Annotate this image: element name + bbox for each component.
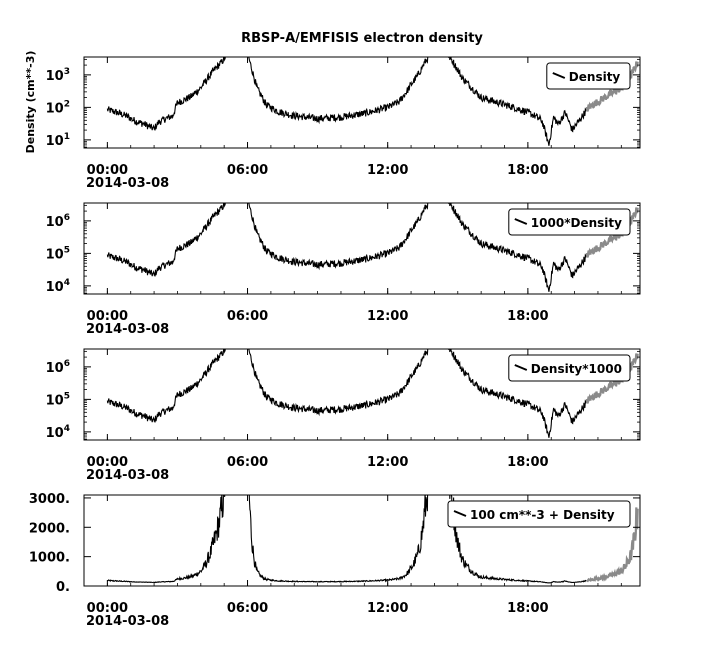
y-tick-label: 103 [46,67,70,84]
y-tick-label: 2000. [29,521,70,536]
x-date-label: 2014-03-08 [86,468,169,483]
y-tick-label: 0. [56,580,70,595]
y-tick-label: 106 [46,213,70,230]
legend-box [508,208,631,236]
x-tick-label: 06:00 [227,601,268,616]
legend: Density [546,62,631,90]
legend-label: Density*1000 [531,362,622,376]
panel-3: 00:00 06:00 12:00 18:00 2014-03-08 104 105 106 D… [46,348,641,483]
x-date-label: 2014-03-08 [86,322,169,337]
y-tick-exponent: 6 [64,359,70,369]
x-tick-label: 12:00 [367,309,408,324]
legend-box [447,500,631,528]
x-tick-label: 00:00 [87,163,128,178]
y-tick-label: 102 [46,99,70,116]
y-tick-exponent: 1 [64,132,70,142]
x-date-label: 2014-03-08 [86,614,169,629]
y-tick-exponent: 3 [64,67,70,77]
x-tick-label: 00:00 [87,309,128,324]
y-tick-label: 105 [46,245,70,262]
x-date-label: 2014-03-08 [86,176,169,191]
y-tick-exponent: 6 [64,213,70,223]
x-tick-label: 06:00 [227,163,268,178]
y-tick-exponent: 5 [64,245,70,255]
x-tick-label: 18:00 [507,455,548,470]
y-tick-label: 104 [46,424,70,441]
series-line [106,203,587,292]
y-tick-exponent: 5 [64,391,70,401]
x-tick-label: 18:00 [507,163,548,178]
x-tick-label: 18:00 [507,309,548,324]
plot-frame [83,56,641,149]
panels-group: 00:00 06:00 12:00 18:00 2014-03-08 101 102 103 D… [29,56,641,629]
x-tick-label: 18:00 [507,601,548,616]
legend-swatch [552,72,566,79]
series-line-tail [585,507,639,583]
legend-swatch [514,364,528,371]
legend: Density*1000 [508,354,631,382]
y-axis-label: Density (cm**-3) [24,51,37,154]
plot-frame [83,348,641,441]
series-line [106,349,587,438]
series-line [107,495,587,584]
x-tick-label: 00:00 [87,455,128,470]
x-tick-label: 12:00 [367,163,408,178]
legend-label: 1000*Density [531,216,622,230]
y-tick-label: 104 [46,278,70,295]
legend: 1000*Density [508,208,631,236]
legend-label: 100 cm**-3 + Density [470,508,615,522]
y-tick-label: 3000. [29,492,70,507]
x-tick-label: 12:00 [367,601,408,616]
panel-4: 00:00 06:00 12:00 18:00 2014-03-08 0. 1000. 200… [29,492,641,629]
y-tick-exponent: 2 [64,99,70,109]
legend-box [546,62,631,90]
plot-frame [83,202,641,295]
panel-2: 00:00 06:00 12:00 18:00 2014-03-08 104 105 106 1… [46,202,641,337]
y-tick-label: 106 [46,359,70,376]
chart-title: RBSP-A/EMFISIS electron density [241,31,483,46]
y-tick-label: 101 [46,132,70,149]
x-tick-label: 00:00 [87,601,128,616]
y-tick-label: 105 [46,391,70,408]
legend-box [508,354,631,382]
y-tick-label: 1000. [29,551,70,566]
y-tick-exponent: 4 [64,278,70,288]
x-tick-label: 06:00 [227,455,268,470]
series-line [106,57,587,146]
x-tick-label: 06:00 [227,309,268,324]
legend-swatch [453,510,467,517]
legend: 100 cm**-3 + Density [447,500,631,528]
legend-swatch [514,218,528,225]
y-tick-exponent: 4 [64,424,70,434]
plot-frame [83,494,641,587]
panel-1: 00:00 06:00 12:00 18:00 2014-03-08 101 102 103 D… [46,56,641,191]
x-tick-label: 12:00 [367,455,408,470]
legend-label: Density [569,70,621,84]
